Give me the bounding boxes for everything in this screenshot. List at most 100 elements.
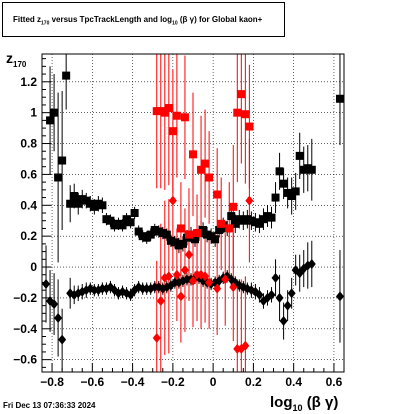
- data-point-square: [74, 199, 83, 208]
- y-tick-label: 0.6: [20, 167, 37, 181]
- data-point-diamond: [50, 299, 59, 310]
- data-point-diamond: [168, 195, 177, 206]
- title-z-sub: 170: [41, 20, 50, 27]
- title-bg: (β γ): [179, 15, 197, 24]
- data-point-square: [138, 232, 147, 241]
- timestamp-footer: Fri Dec 13 07:36:33 2024: [3, 401, 96, 410]
- axis-ticks: [41, 58, 345, 372]
- data-point-square: [197, 165, 206, 174]
- data-point-square: [271, 193, 280, 202]
- x-tick-label: −0.6: [80, 375, 104, 389]
- data-point-square: [184, 230, 193, 239]
- data-point-diamond: [221, 274, 230, 285]
- x-tick-label: −0.4: [121, 375, 145, 389]
- data-point-square: [58, 156, 67, 165]
- data-point-diamond: [275, 292, 284, 303]
- data-point-diamond: [233, 343, 242, 354]
- x-tick-label: 0.2: [245, 375, 262, 389]
- data-point-diamond: [193, 269, 202, 280]
- data-point-square: [50, 108, 59, 117]
- data-point-square: [235, 215, 244, 224]
- data-point-square: [82, 196, 91, 205]
- data-point-diamond: [307, 258, 316, 269]
- data-point-square: [299, 165, 308, 174]
- data-point-square: [54, 173, 63, 182]
- data-point-square: [229, 202, 238, 211]
- data-point-square: [152, 107, 161, 116]
- title-prefix: Fitted: [13, 15, 35, 24]
- data-point-square: [106, 216, 115, 225]
- x-tick-label: 0.6: [326, 375, 343, 389]
- data-point-square: [199, 225, 208, 234]
- data-point-square: [295, 151, 304, 160]
- data-point-square: [86, 199, 95, 208]
- x-tick-label: −0.8: [40, 375, 64, 389]
- data-point-square: [110, 221, 119, 230]
- data-point-diamond: [138, 283, 147, 294]
- data-point-square: [233, 108, 242, 117]
- x-tick-label: 0.4: [285, 375, 302, 389]
- y-axis-label-sub: 170: [13, 59, 27, 69]
- data-point-diamond: [267, 289, 276, 300]
- x-tick-label: 0: [210, 375, 217, 389]
- x-axis-label-main: log: [270, 394, 293, 411]
- x-axis-label-tail: (β γ): [306, 394, 339, 411]
- title-middle: versus TpcTrackLength and log: [51, 15, 173, 24]
- x-axis-label: log10 (β γ): [270, 394, 338, 413]
- data-point-diamond: [176, 291, 185, 302]
- title-z: z: [37, 15, 42, 24]
- data-point-square: [46, 116, 55, 125]
- data-point-square: [201, 159, 210, 168]
- data-point-square: [207, 232, 216, 241]
- data-point-square: [255, 219, 264, 228]
- y-tick-label: −0.6: [13, 353, 37, 367]
- data-point-diamond: [58, 334, 67, 345]
- data-point-diamond: [156, 295, 165, 306]
- data-point-square: [172, 111, 181, 120]
- data-point-square: [227, 212, 236, 221]
- y-tick-label: 0: [30, 260, 37, 274]
- data-point-square: [231, 219, 240, 228]
- data-point-square: [279, 179, 288, 188]
- data-point-square: [178, 239, 187, 248]
- data-point-square: [118, 221, 127, 230]
- data-point-square: [193, 229, 202, 238]
- x-tick-label: −0.2: [161, 375, 185, 389]
- data-point-diamond: [189, 275, 197, 286]
- data-point-square: [211, 235, 220, 244]
- data-point-diamond: [287, 288, 296, 299]
- data-point-square: [335, 94, 344, 103]
- data-point-square: [162, 230, 171, 239]
- data-point-diamond: [245, 195, 254, 206]
- data-point-square: [303, 164, 312, 173]
- y-axis-label-main: z: [6, 50, 13, 66]
- title-box: Fitted z170 versus TpcTrackLength and lo…: [2, 2, 285, 37]
- data-point-square: [90, 202, 99, 211]
- data-point-square: [241, 110, 250, 119]
- data-point-square: [251, 218, 260, 227]
- data-point-diamond: [98, 283, 107, 294]
- data-point-diamond: [229, 282, 238, 293]
- data-point-square: [191, 235, 200, 244]
- data-point-square: [98, 201, 107, 210]
- data-point-diamond: [182, 274, 191, 285]
- data-point-diamond: [335, 291, 344, 302]
- data-point-square: [66, 199, 75, 208]
- data-point-diamond: [170, 277, 179, 288]
- title-log-sub: 10: [172, 20, 178, 27]
- data-point-diamond: [172, 269, 181, 280]
- data-point-square: [134, 227, 143, 236]
- data-point-square: [130, 209, 139, 217]
- chart-title: Fitted z170 versus TpcTrackLength and lo…: [13, 15, 262, 27]
- data-point-square: [146, 230, 155, 239]
- data-point-square: [122, 215, 131, 224]
- data-markers: [42, 71, 344, 354]
- data-point-diamond: [205, 277, 214, 288]
- data-point-diamond: [90, 285, 99, 296]
- data-point-diamond: [184, 249, 193, 260]
- data-point-square: [114, 219, 123, 228]
- data-point-square: [239, 216, 248, 225]
- data-point-diamond: [180, 265, 189, 276]
- data-point-square: [126, 218, 135, 227]
- data-point-square: [70, 192, 79, 201]
